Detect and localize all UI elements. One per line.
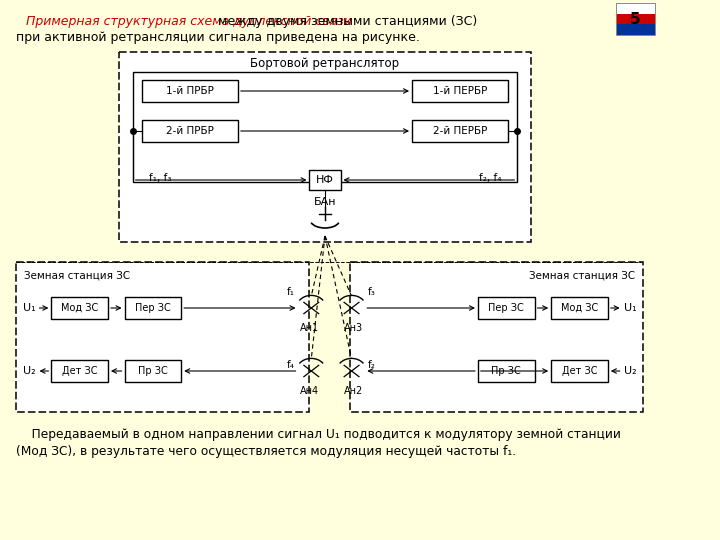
Text: Дет ЗС: Дет ЗС xyxy=(562,366,598,376)
Text: БАн: БАн xyxy=(314,197,336,207)
FancyBboxPatch shape xyxy=(125,360,181,382)
Bar xyxy=(616,14,654,24)
Text: Пр ЗС: Пр ЗС xyxy=(492,366,521,376)
FancyBboxPatch shape xyxy=(310,170,341,190)
Text: Пер ЗС: Пер ЗС xyxy=(135,303,171,313)
Text: U₂: U₂ xyxy=(624,366,636,376)
FancyBboxPatch shape xyxy=(412,80,508,102)
FancyBboxPatch shape xyxy=(142,120,238,142)
Text: U₂: U₂ xyxy=(23,366,35,376)
FancyBboxPatch shape xyxy=(412,120,508,142)
Text: Ан4: Ан4 xyxy=(300,386,319,396)
Text: f₂: f₂ xyxy=(368,360,376,370)
Text: Дет ЗС: Дет ЗС xyxy=(62,366,97,376)
Text: Ан2: Ан2 xyxy=(343,386,363,396)
Text: f₂, f₄: f₂, f₄ xyxy=(479,173,501,183)
Text: 2-й ПЕРБР: 2-й ПЕРБР xyxy=(433,126,487,136)
FancyBboxPatch shape xyxy=(132,72,517,182)
FancyBboxPatch shape xyxy=(350,262,643,412)
Text: f₄: f₄ xyxy=(287,360,295,370)
Text: (Мод ЗС), в результате чего осуществляется модуляция несущей частоты f₁.: (Мод ЗС), в результате чего осуществляет… xyxy=(17,445,517,458)
Text: Пер ЗС: Пер ЗС xyxy=(488,303,524,313)
Text: U₁: U₁ xyxy=(23,303,35,313)
Text: 2-й ПРБР: 2-й ПРБР xyxy=(166,126,214,136)
Bar xyxy=(616,3,654,14)
Bar xyxy=(616,3,654,35)
Text: U₁: U₁ xyxy=(624,303,636,313)
Text: 1-й ПРБР: 1-й ПРБР xyxy=(166,86,214,96)
Text: Пр ЗС: Пр ЗС xyxy=(138,366,168,376)
Text: Передаваемый в одном направлении сигнал U₁ подводится к модулятору земной станци: Передаваемый в одном направлении сигнал … xyxy=(17,428,621,441)
FancyBboxPatch shape xyxy=(551,297,608,319)
FancyBboxPatch shape xyxy=(478,360,535,382)
Text: НФ: НФ xyxy=(316,175,334,185)
Text: Мод ЗС: Мод ЗС xyxy=(61,303,98,313)
Text: Мод ЗС: Мод ЗС xyxy=(561,303,598,313)
Text: 1-й ПЕРБР: 1-й ПЕРБР xyxy=(433,86,487,96)
FancyBboxPatch shape xyxy=(119,52,531,242)
FancyBboxPatch shape xyxy=(125,297,181,319)
Text: f₃: f₃ xyxy=(368,287,376,297)
FancyBboxPatch shape xyxy=(51,297,108,319)
FancyBboxPatch shape xyxy=(478,297,535,319)
FancyBboxPatch shape xyxy=(142,80,238,102)
Text: Примерная структурная схема дуплексной связи: Примерная структурная схема дуплексной с… xyxy=(26,16,351,29)
Text: Ан3: Ан3 xyxy=(344,323,363,333)
Text: f₁, f₃: f₁, f₃ xyxy=(149,173,171,183)
FancyBboxPatch shape xyxy=(551,360,608,382)
Text: при активной ретрансляции сигнала приведена на рисунке.: при активной ретрансляции сигнала привед… xyxy=(17,31,420,44)
FancyBboxPatch shape xyxy=(51,360,108,382)
Text: Земная станция ЗС: Земная станция ЗС xyxy=(529,271,635,281)
Text: между двумя земными станциями (ЗС): между двумя земными станциями (ЗС) xyxy=(214,16,477,29)
Text: f₁: f₁ xyxy=(287,287,295,297)
Text: Бортовой ретранслятор: Бортовой ретранслятор xyxy=(251,57,400,71)
Text: Земная станция ЗС: Земная станция ЗС xyxy=(24,271,130,281)
Bar xyxy=(616,24,654,35)
Text: Ан1: Ан1 xyxy=(300,323,319,333)
FancyBboxPatch shape xyxy=(17,262,310,412)
Text: 5: 5 xyxy=(630,11,641,26)
